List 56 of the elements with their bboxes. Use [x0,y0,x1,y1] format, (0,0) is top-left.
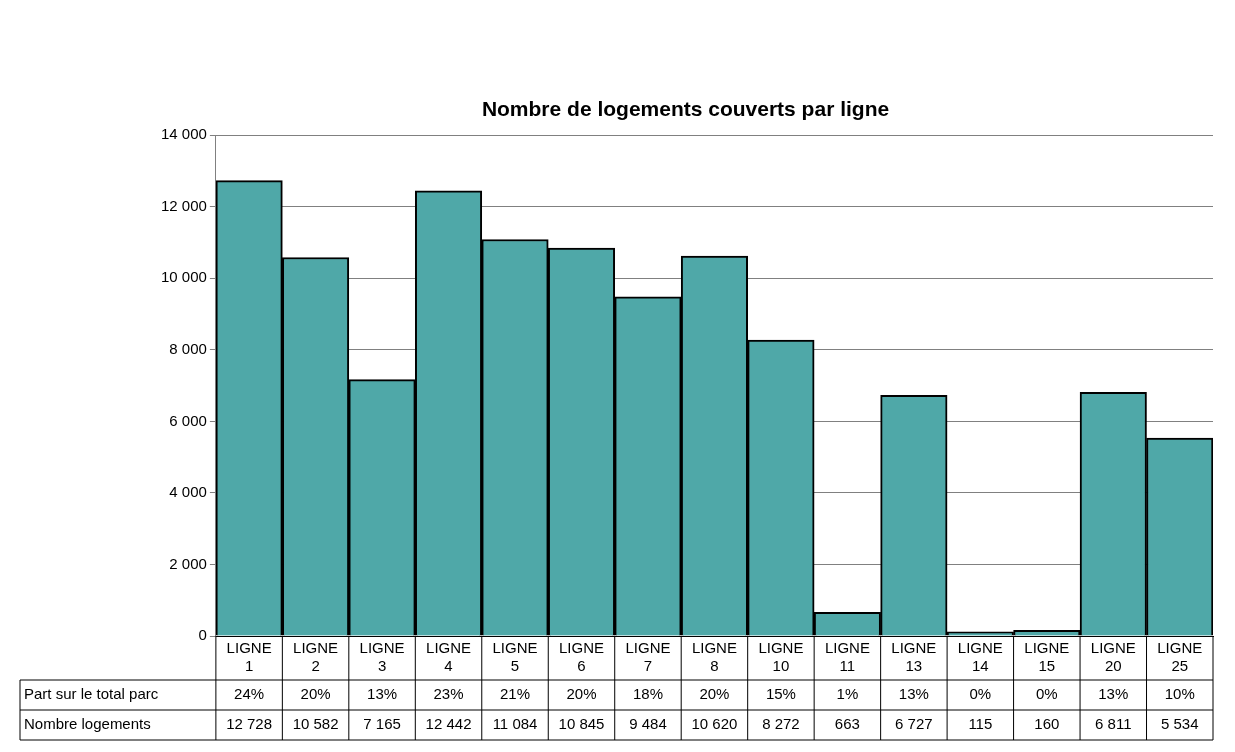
x-tick-label: LIGNE 3 [359,639,405,675]
text: 0% [969,685,992,703]
data-label: 10 620 [691,715,738,733]
x-tick-label: LIGNE 7 [625,639,671,675]
data-label: 6 727 [895,715,933,733]
data-label: 8 272 [762,715,800,733]
text: 10% [1164,685,1195,703]
text: 13% [367,685,398,703]
x-tick-label: LIGNE 14 [957,639,1003,675]
text: 18% [632,685,663,703]
data-label: 12 728 [226,715,273,733]
y-tick-label: 10 000 [160,268,207,286]
x-tick-label: LIGNE 2 [293,639,339,675]
x-tick-label: LIGNE 4 [426,639,472,675]
data-label: 663 [834,715,860,733]
text: 24% [234,685,265,703]
text: 23% [433,685,464,703]
text: 1% [836,685,859,703]
text: Nombre logements [24,715,151,733]
text: 20% [566,685,597,703]
text: Part sur le total parc [24,685,159,703]
y-tick-label: 4 000 [169,483,207,501]
text: 13% [898,685,929,703]
text: 15% [765,685,796,703]
text: 21% [500,685,531,703]
text: 0% [1035,685,1058,703]
data-label: 9 484 [629,715,667,733]
x-tick-label: LIGNE 25 [1157,639,1203,675]
y-tick-label: 2 000 [169,554,207,572]
data-label: 5 534 [1160,715,1199,733]
y-tick-label: 0 [198,626,207,644]
y-tick-label: 8 000 [169,339,207,357]
x-tick-label: LIGNE 1 [226,639,272,675]
x-tick-label: LIGNE 20 [1090,639,1136,675]
data-label: 115 [968,715,993,733]
y-tick-label: 14 000 [160,125,207,143]
data-label: 11 084 [492,715,538,733]
data-label: 10 845 [558,715,605,733]
data-label: 12 442 [425,715,472,733]
text: 20% [699,685,730,703]
data-label: 6 811 [1095,715,1132,733]
x-tick-label: LIGNE 10 [758,639,804,675]
text: 20% [300,685,331,703]
chart-title: Nombre de logements couverts par ligne [481,97,890,121]
data-label: 7 165 [363,715,401,733]
x-tick-label: LIGNE 8 [691,639,737,675]
x-tick-label: LIGNE 5 [492,639,538,675]
data-label: 10 582 [292,715,339,733]
text: 13% [1098,685,1129,703]
y-tick-label: 12 000 [160,196,207,214]
data-label: 160 [1034,715,1060,733]
x-tick-label: LIGNE 13 [891,639,937,675]
x-tick-label: LIGNE 15 [1024,639,1070,675]
x-tick-label: LIGNE 6 [558,639,604,675]
x-tick-label: LIGNE 11 [824,639,870,675]
y-tick-label: 6 000 [169,411,207,429]
